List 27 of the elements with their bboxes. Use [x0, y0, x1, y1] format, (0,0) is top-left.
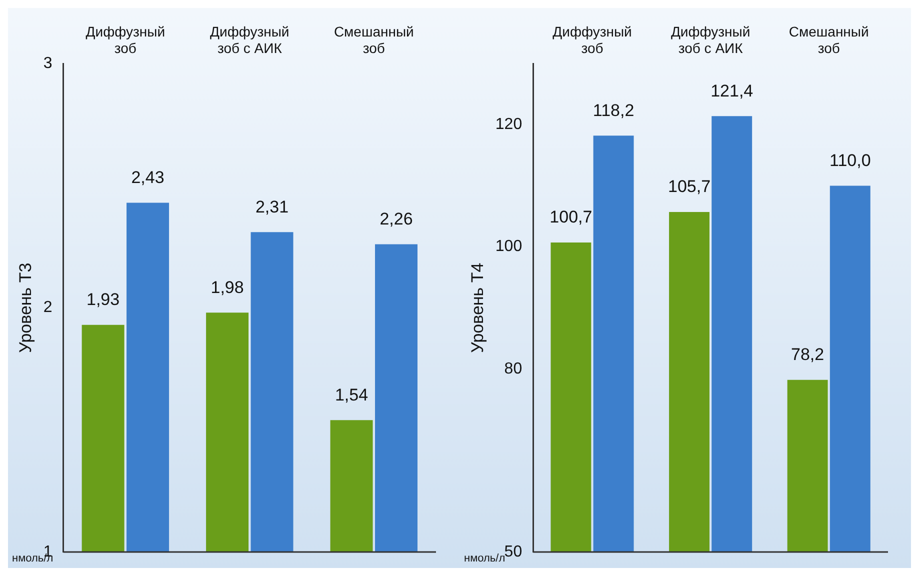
data-label: 121,4	[710, 81, 754, 100]
x-tick-label: Диффузный зоб	[86, 23, 166, 56]
data-label: 105,7	[668, 177, 711, 196]
data-label: 118,2	[592, 100, 634, 120]
x-tick-label: Диффузный зоб с АИК	[670, 23, 750, 56]
x-tick-label: Смешанный зоб	[334, 23, 414, 56]
data-label: 2,26	[380, 209, 413, 228]
y-tick-label: 3	[43, 55, 52, 72]
x-tick-label: Смешанный зоб	[788, 23, 869, 56]
data-label: 1,98	[210, 278, 244, 297]
text: нмоль/л	[464, 552, 506, 565]
y-tick-label: 120	[495, 116, 522, 134]
data-label: 1,93	[86, 290, 120, 310]
data-label: 78,2	[791, 345, 824, 364]
x-tick-label: Диффузный зоб	[552, 23, 632, 56]
y-tick-label: 50	[504, 543, 522, 560]
y-tick-label: 100	[495, 238, 522, 256]
data-label: 100,7	[550, 208, 592, 227]
data-label: 110,0	[830, 150, 871, 170]
y-tick-label: 80	[504, 360, 522, 378]
data-label: 2,31	[255, 197, 289, 216]
data-label: 1,54	[334, 385, 368, 404]
y-axis-title: Уровень Т3	[16, 262, 35, 353]
y-axis-title: Уровень Т4	[468, 262, 487, 353]
data-label: 2,43	[131, 168, 164, 187]
y-tick-label: 2	[43, 299, 52, 316]
x-tick-label: Диффузный зоб с АИК	[210, 23, 290, 56]
